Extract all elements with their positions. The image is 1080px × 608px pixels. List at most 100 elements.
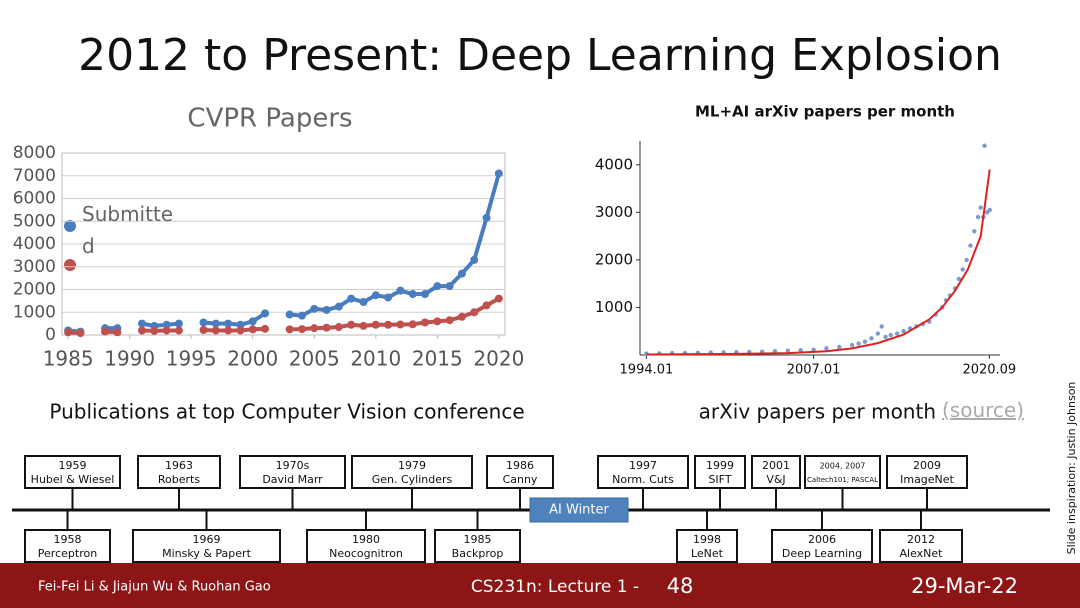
timeline-year: 1958 (54, 533, 82, 546)
x-tick-label: 2000 (227, 347, 278, 371)
timeline-year: 1997 (629, 459, 657, 472)
data-point (113, 328, 122, 337)
data-point (888, 332, 893, 338)
y-tick-label: 4000 (13, 234, 56, 254)
timeline-box (137, 455, 221, 489)
timeline-label: Canny (503, 473, 538, 486)
y-tick-label: 2000 (13, 280, 56, 300)
data-point (396, 286, 405, 295)
data-point (470, 308, 479, 317)
data-point (359, 298, 368, 307)
x-tick-label: 2020 (473, 347, 524, 371)
y-tick-label: 4000 (595, 155, 633, 173)
x-tick-label: 2010 (350, 347, 401, 371)
data-point (894, 331, 900, 336)
timeline-box (351, 455, 473, 489)
source-link[interactable]: (source) (942, 398, 1025, 422)
side-note: Slide inspiration: Justin Johnson (1065, 382, 1078, 555)
data-point (837, 344, 842, 350)
timeline-label: David Marr (262, 473, 323, 486)
timeline-box (597, 455, 689, 489)
timeline-box (24, 529, 111, 563)
data-point (297, 325, 306, 334)
footer-bar (0, 563, 1080, 608)
footer-authors: Fei-Fei Li & Jiajun Wu & Ruohan Gao (38, 580, 271, 595)
data-point (396, 320, 405, 329)
y-tick-label: 7000 (13, 166, 56, 186)
footer-course: CS231n: Lecture 1 - (471, 577, 639, 597)
data-point (408, 320, 417, 329)
y-tick-label: 8000 (13, 143, 56, 163)
data-point (199, 325, 208, 334)
timeline-box (434, 529, 521, 563)
timeline-year: 1969 (193, 533, 221, 546)
data-point (236, 326, 245, 335)
series-line (141, 321, 180, 328)
timeline-label: AlexNet (900, 547, 944, 560)
series-line (289, 172, 501, 318)
data-point (883, 334, 888, 340)
x-tick-label: 2007.01 (787, 363, 841, 378)
data-point (875, 331, 881, 336)
timeline-year: 1985 (464, 533, 492, 546)
data-point (248, 325, 257, 334)
timeline-label: Deep Learning (782, 547, 862, 560)
timeline-year: 1959 (59, 459, 87, 472)
y-tick-label: 2000 (595, 250, 633, 268)
footer-page: 48 (667, 574, 694, 598)
data-point (987, 207, 992, 213)
timeline-year: 2001 (762, 459, 790, 472)
data-point (347, 320, 356, 329)
data-point (211, 326, 220, 335)
timeline-year: 1999 (706, 459, 734, 472)
x-tick-label: 1990 (104, 347, 155, 371)
data-point (101, 327, 110, 336)
data-point (285, 310, 294, 319)
data-point (150, 326, 159, 335)
timeline-year: 1970s (276, 459, 310, 472)
data-point (137, 326, 146, 335)
x-tick-label: 1985 (43, 347, 94, 371)
chart-title: ML+AI arXiv papers per month (695, 103, 955, 121)
y-tick-label: 5000 (13, 211, 56, 231)
data-point (199, 318, 208, 327)
timeline-year: 1963 (165, 459, 193, 472)
x-tick-label: 2020.09 (962, 363, 1016, 378)
data-point (310, 324, 319, 333)
x-tick-label: 1995 (166, 347, 217, 371)
data-point (956, 276, 962, 282)
data-point (982, 143, 987, 148)
timeline-label: Roberts (158, 473, 200, 486)
timeline-box (804, 455, 881, 489)
timeline-box (879, 529, 963, 563)
y-tick-label: 3000 (595, 203, 633, 221)
timeline-label: Minsky & Papert (162, 547, 251, 560)
data-point (470, 255, 479, 264)
data-point (310, 304, 319, 313)
data-point (445, 316, 454, 325)
data-point (879, 324, 884, 329)
data-point (785, 348, 791, 353)
timeline-label: Caltech101; PASCAL (807, 476, 878, 484)
timeline-label: Backprop (452, 547, 504, 560)
footer-date: 29-Mar-22 (911, 574, 1018, 598)
timeline-year: 2009 (913, 459, 941, 472)
data-point (211, 319, 220, 328)
caption: arXiv papers per month (699, 400, 936, 424)
data-point (964, 257, 969, 263)
data-point (482, 301, 491, 310)
data-point (297, 311, 306, 320)
data-point (322, 323, 331, 332)
timeline-box (751, 455, 801, 489)
timeline-label: Norm. Cuts (612, 473, 674, 486)
timeline-year: 1980 (352, 533, 380, 546)
data-point (384, 293, 393, 302)
timeline-box (486, 455, 554, 489)
chart-title: CVPR Papers (187, 104, 352, 134)
slide-title: 2012 to Present: Deep Learning Explosion (78, 30, 1002, 81)
data-point (433, 317, 442, 326)
legend-label: Submitted (82, 202, 174, 258)
band-label: AI Winter (549, 503, 609, 518)
data-point (421, 318, 430, 327)
